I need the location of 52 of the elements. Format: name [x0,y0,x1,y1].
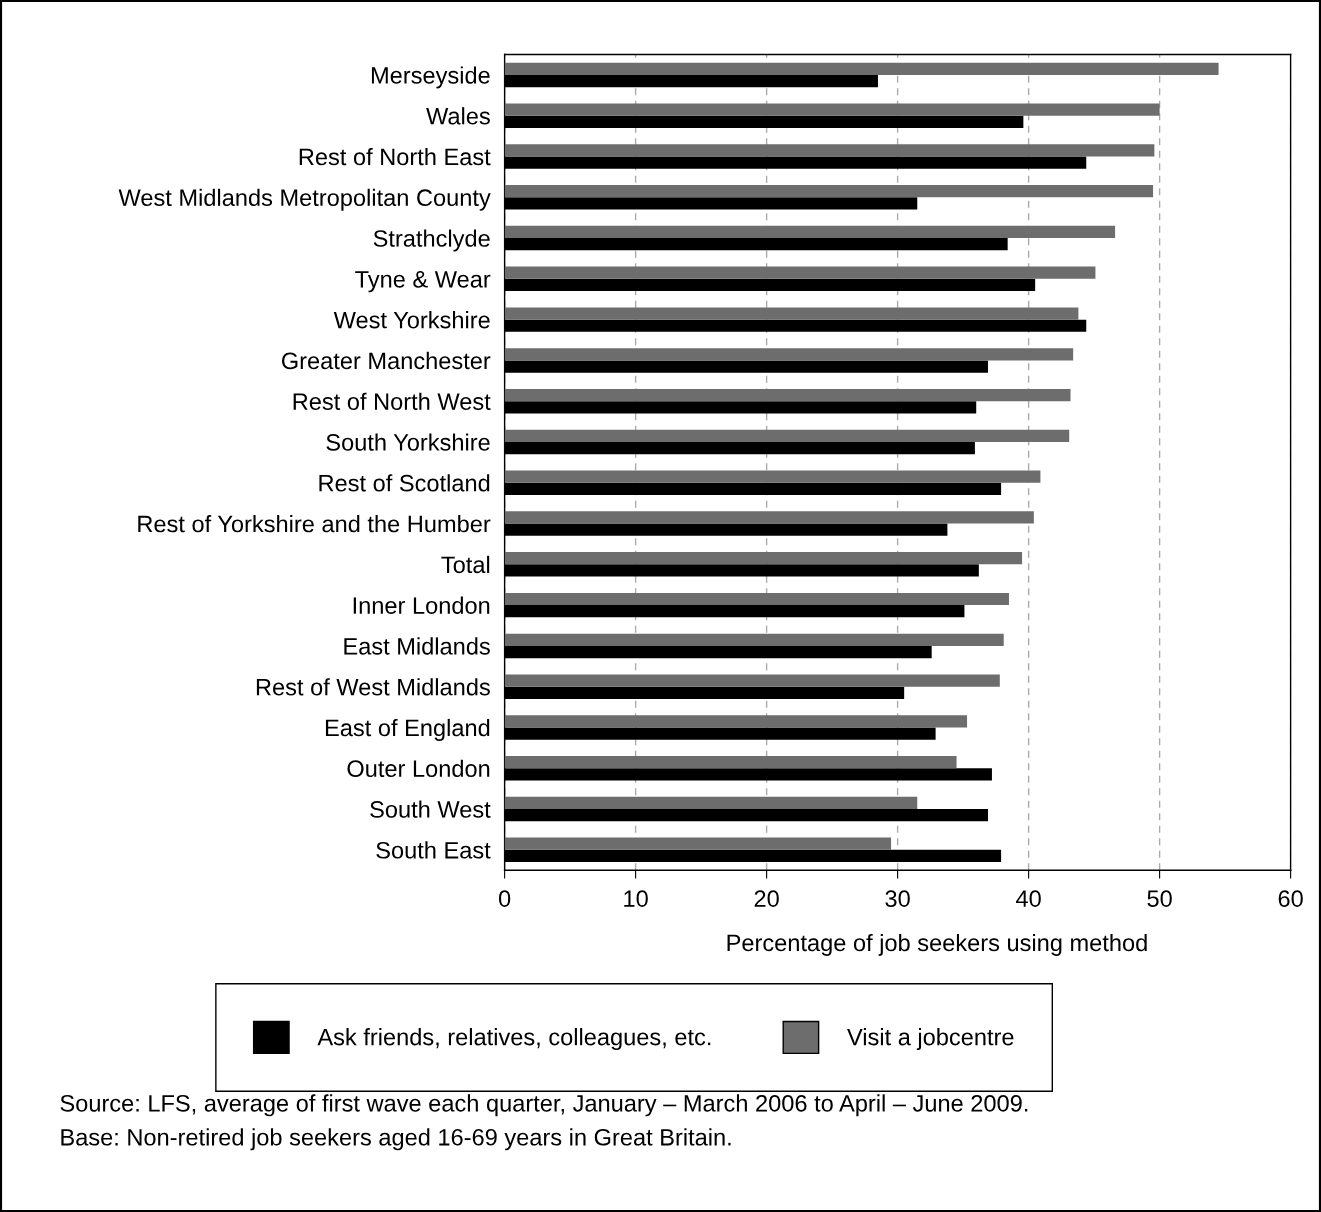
y-tick-label: Wales [426,107,490,125]
legend-label: Visit a jobcentre [847,1028,1014,1051]
y-tick-label: East Midlands [344,637,490,655]
bar [504,633,1004,646]
bar [504,185,1154,198]
y-tick-label: Rest of West Midlands [256,678,490,696]
y-tick-label: West Yorkshire [333,311,490,329]
bar [504,429,1070,442]
x-axis-title: Percentage of job seekers using method [727,933,1147,956]
y-tick-label: Tyne & Wear [355,271,491,293]
y-tick-label: Greater Manchester [281,351,491,370]
bar [504,103,1160,116]
y-tick-label: Outer London [347,759,490,778]
x-tick-label: 0 [498,890,511,907]
y-tick-label: West Midlands Metropolitan County [118,188,491,211]
bar [504,266,1096,279]
bar [504,756,957,769]
bar [504,470,1041,483]
x-tick-label: 30 [885,890,910,907]
bar [504,511,1034,524]
y-tick-label: Rest of North West [293,392,491,410]
bar [504,307,1079,320]
bar [504,348,1074,361]
source-note: Source: LFS, average of first wave each quarter, January – March 2006 to April – June 2009. [60,1094,1028,1117]
y-tick-label: Rest of Yorkshire and the Humber [138,515,491,533]
legend-label: Ask friends, relatives, colleagues, etc. [317,1028,711,1051]
y-tick-label: Rest of Scotland [319,474,490,492]
y-tick-label: Total [441,555,490,574]
x-tick-label: 50 [1147,890,1172,907]
bar [504,715,968,728]
y-tick-label: South West [370,800,491,818]
x-tick-label: 10 [624,890,648,907]
bar [504,837,892,850]
bar [504,674,1000,687]
x-tick-label: 40 [1016,890,1041,907]
bar [504,388,1071,402]
text: Base: Non-retired job seekers aged 16-69 years in Great Britain. [61,1128,731,1151]
bar [504,62,1219,75]
y-tick-label: Inner London [353,596,490,614]
bar [504,552,1023,565]
y-tick-label: South East [376,841,491,859]
y-tick-label: South Yorkshire [326,433,490,451]
y-tick-label: Merseyside [371,66,490,89]
bar [504,592,1009,606]
bar [504,225,1116,239]
bar [504,796,918,810]
y-tick-label: Rest of North East [299,147,491,166]
x-tick-label: 20 [754,890,779,907]
bar [504,144,1155,157]
y-tick-label: Strathclyde [373,229,490,252]
x-tick-label: 60 [1278,890,1303,907]
y-tick-label: East of England [325,718,490,741]
